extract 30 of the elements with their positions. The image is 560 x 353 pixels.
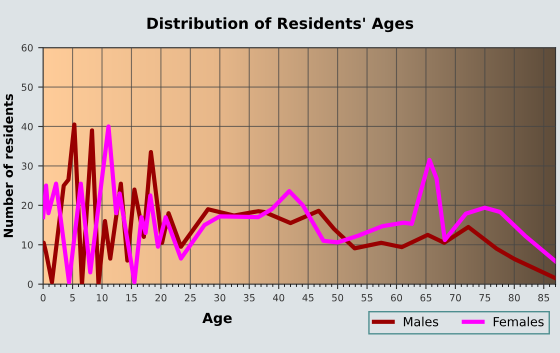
x-tick-label: 85: [538, 294, 550, 302]
y-tick-label: 60: [22, 44, 33, 52]
y-tick-label: 40: [22, 122, 33, 130]
x-tick-label: 25: [184, 294, 196, 302]
x-tick-label: 5: [70, 294, 75, 302]
x-tick-label: 35: [244, 294, 255, 302]
y-axis-title: Number of residents: [3, 94, 14, 238]
x-tick-label: 55: [362, 294, 372, 302]
chart-title: Distribution of Residents' Ages: [147, 17, 414, 32]
y-tick-label: 20: [22, 202, 33, 210]
y-tick-label: 10: [22, 241, 33, 249]
x-tick-label: 40: [272, 294, 284, 302]
x-tick-label: 60: [390, 294, 402, 302]
y-tick-label: 30: [22, 162, 33, 170]
x-tick-label: 75: [479, 294, 490, 302]
x-tick-label: 15: [126, 294, 137, 302]
legend-label: Males: [404, 316, 438, 326]
x-tick-label: 50: [332, 294, 344, 302]
x-tick-label: 10: [96, 294, 108, 302]
x-tick-label: 0: [40, 294, 46, 302]
legend-label: Females: [494, 316, 544, 326]
x-tick-label: 20: [155, 294, 166, 302]
x-axis-title: Age: [202, 312, 232, 326]
x-tick-label: 80: [508, 294, 520, 302]
x-tick-label: 65: [420, 294, 432, 302]
y-tick-label: 50: [22, 84, 33, 91]
y-tick-label: 0: [28, 280, 33, 288]
x-tick-label: 30: [214, 294, 226, 302]
x-tick-label: 70: [450, 294, 461, 302]
x-tick-label: 45: [302, 294, 314, 302]
